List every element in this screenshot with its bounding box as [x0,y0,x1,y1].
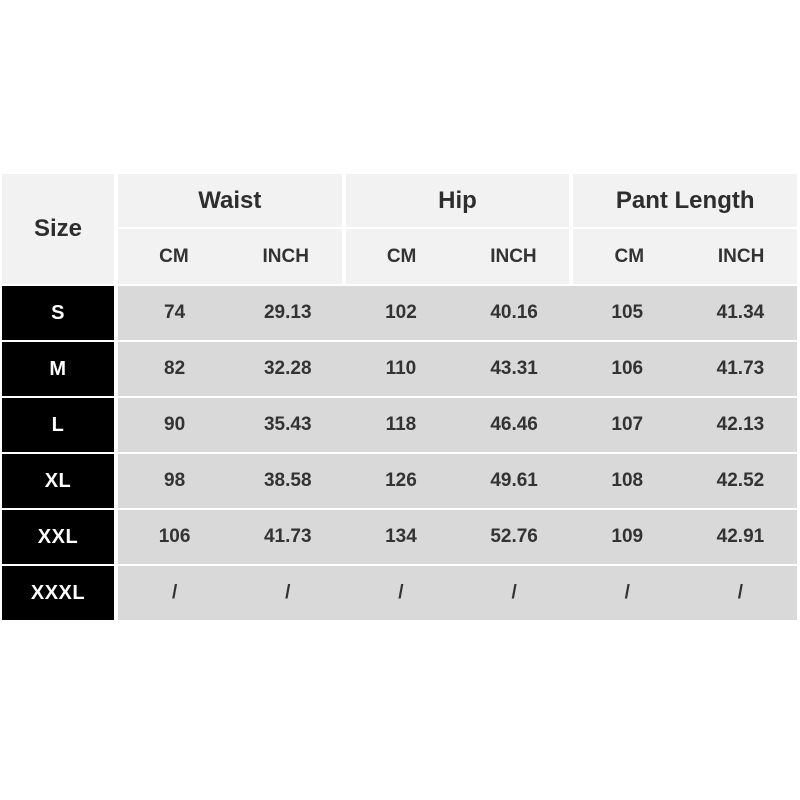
header-group-hip: Hip CM INCH [345,174,570,284]
table-header: Size Waist CM INCH Hip CM INCH [2,174,798,284]
unit-cell-pant-length-cm: CM [614,245,645,267]
value-cell: 106 [158,526,191,547]
value-cell: 49.61 [490,470,538,491]
value-cell: 41.73 [263,526,312,547]
value-cell: 74 [164,302,186,323]
unit-row-waist: CM INCH [118,229,342,284]
value-cell: / [737,582,744,603]
value-cell: 41.34 [716,302,765,323]
value-cell: 90 [164,414,186,435]
value-cell: 35.43 [263,414,312,435]
value-cell: 98 [164,470,186,491]
unit-cell-waist-inch: INCH [262,245,309,267]
group-label-pant-length: Pant Length [573,174,798,227]
size-cell: XXXL [2,566,114,620]
table-row-xxxl: XXXL / / / / / / [2,566,797,620]
table-row-s: S 74 29.13 102 40.16 105 41.34 [2,286,797,340]
table-row-xl: XL 98 38.58 126 49.61 108 42.52 [2,454,797,508]
size-chart-table: Size Waist CM INCH Hip CM INCH [2,174,798,620]
row-values: 106 41.73 134 52.76 109 42.91 [118,510,797,564]
value-cell: / [171,582,178,603]
value-cell: 29.13 [263,302,312,323]
value-cell: 102 [385,302,417,323]
unit-cell-pant-length-inch: INCH [717,245,765,267]
unit-cell-hip-inch: INCH [490,245,537,267]
value-cell: 41.73 [716,358,765,379]
size-cell: L [2,398,114,452]
value-cell: 134 [385,526,417,547]
value-cell: 82 [164,358,186,379]
group-label-hip: Hip [345,174,570,227]
value-cell: 43.31 [490,358,538,379]
group-label-waist: Waist [118,174,342,227]
value-cell: 108 [611,470,644,491]
value-cell: 42.91 [716,526,765,547]
row-values: 82 32.28 110 43.31 106 41.73 [118,342,797,396]
value-cell: 107 [611,414,644,435]
table-row-l: L 90 35.43 118 46.46 107 42.13 [2,398,797,452]
header-group-waist: Waist CM INCH [118,174,342,284]
value-cell: / [624,582,630,603]
value-cell: 126 [385,470,417,491]
size-cell: XXL [2,510,114,564]
value-cell: / [511,582,517,603]
value-cell: 40.16 [490,302,538,323]
size-cell: M [2,342,114,396]
value-cell: 32.28 [263,358,312,379]
table-row-m: M 82 32.28 110 43.31 106 41.73 [2,342,797,396]
value-cell: 42.13 [716,414,765,435]
value-cell: 109 [611,526,644,547]
table-row-xxl: XXL 106 41.73 134 52.76 109 42.91 [2,510,797,564]
value-cell: 118 [385,414,417,435]
row-values: 98 38.58 126 49.61 108 42.52 [118,454,797,508]
header-groups: Waist CM INCH Hip CM INCH Pant Length [118,174,798,284]
size-cell: S [2,286,114,340]
value-cell: 42.52 [716,470,765,491]
value-cell: 110 [385,358,417,379]
value-cell: 106 [611,358,644,379]
value-cell: 105 [611,302,644,323]
value-cell: 46.46 [490,414,538,435]
header-group-pant-length: Pant Length CM INCH [573,174,798,284]
row-values: / / / / / / [118,566,797,620]
unit-row-hip: CM INCH [345,229,570,284]
header-size-cell: Size [2,174,114,284]
row-values: 90 35.43 118 46.46 107 42.13 [118,398,797,452]
size-cell: XL [2,454,114,508]
unit-row-pant-length: CM INCH [573,229,798,284]
value-cell: / [285,582,291,603]
value-cell: 38.58 [263,470,312,491]
unit-cell-waist-cm: CM [159,245,189,267]
row-values: 74 29.13 102 40.16 105 41.34 [118,286,797,340]
unit-cell-hip-cm: CM [386,245,417,267]
value-cell: 52.76 [490,526,538,547]
value-cell: / [398,582,404,603]
